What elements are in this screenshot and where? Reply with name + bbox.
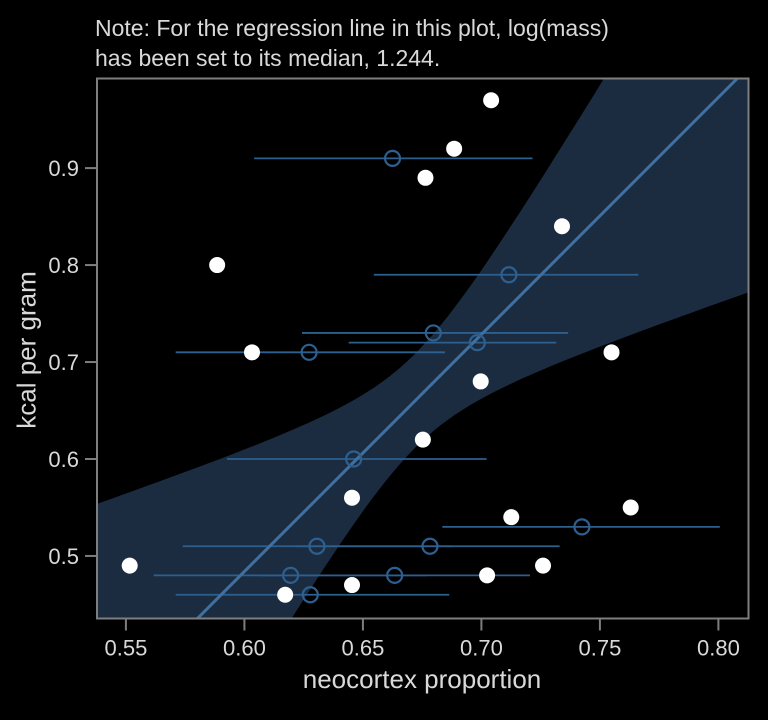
observed-point: [479, 567, 496, 584]
confidence-band: [97, 78, 749, 619]
plot-area: [97, 78, 749, 619]
x-tick-label: 0.65: [341, 636, 384, 661]
imputed-point: [424, 324, 442, 342]
observed-point: [553, 218, 570, 235]
imputed-point: [300, 343, 318, 361]
x-tick-label: 0.60: [223, 636, 266, 661]
imputed-point: [573, 518, 591, 536]
observed-point: [277, 586, 294, 603]
imputed-point: [500, 266, 518, 284]
imputed-point: [421, 537, 439, 555]
observed-point: [603, 344, 620, 361]
observed-point: [121, 557, 138, 574]
observed-point: [344, 489, 361, 506]
y-tick-label: 0.7: [48, 350, 79, 375]
x-tick-label: 0.55: [104, 636, 147, 661]
imputed-point: [386, 566, 404, 584]
imputed-point: [383, 149, 402, 167]
observed-point: [243, 344, 260, 361]
x-tick-label: 0.70: [460, 636, 503, 661]
y-axis-label: kcal per gram: [11, 271, 42, 429]
observed-point: [622, 499, 639, 516]
y-tick-label: 0.5: [48, 544, 79, 569]
observed-point: [535, 557, 552, 574]
imputed-point: [282, 566, 300, 584]
observed-point: [503, 509, 520, 526]
imputed-point: [301, 586, 319, 604]
observed-point: [483, 92, 500, 109]
imputed-point: [468, 334, 486, 352]
observed-point: [414, 431, 431, 448]
observed-point: [446, 140, 463, 157]
imputed-point: [308, 537, 326, 555]
imputed-point: [345, 450, 363, 468]
y-tick-label: 0.6: [48, 447, 79, 472]
regression-line: [195, 78, 740, 619]
observed-point: [472, 373, 489, 390]
plot-note-line1: Note: For the regression line in this pl…: [95, 15, 609, 41]
observed-point: [209, 257, 226, 274]
x-axis-label: neocortex proportion: [302, 664, 542, 694]
observed-point: [344, 577, 361, 594]
y-tick-label: 0.9: [48, 156, 79, 181]
observed-point: [417, 169, 434, 186]
x-tick-label: 0.80: [697, 636, 740, 661]
plot-note-line2: has been set to its median, 1.244.: [95, 45, 441, 71]
y-tick-label: 0.8: [48, 253, 79, 278]
x-tick-label: 0.75: [578, 636, 621, 661]
plot-note: Note: For the regression line in this pl…: [95, 13, 609, 73]
plot-frame: [96, 77, 750, 620]
